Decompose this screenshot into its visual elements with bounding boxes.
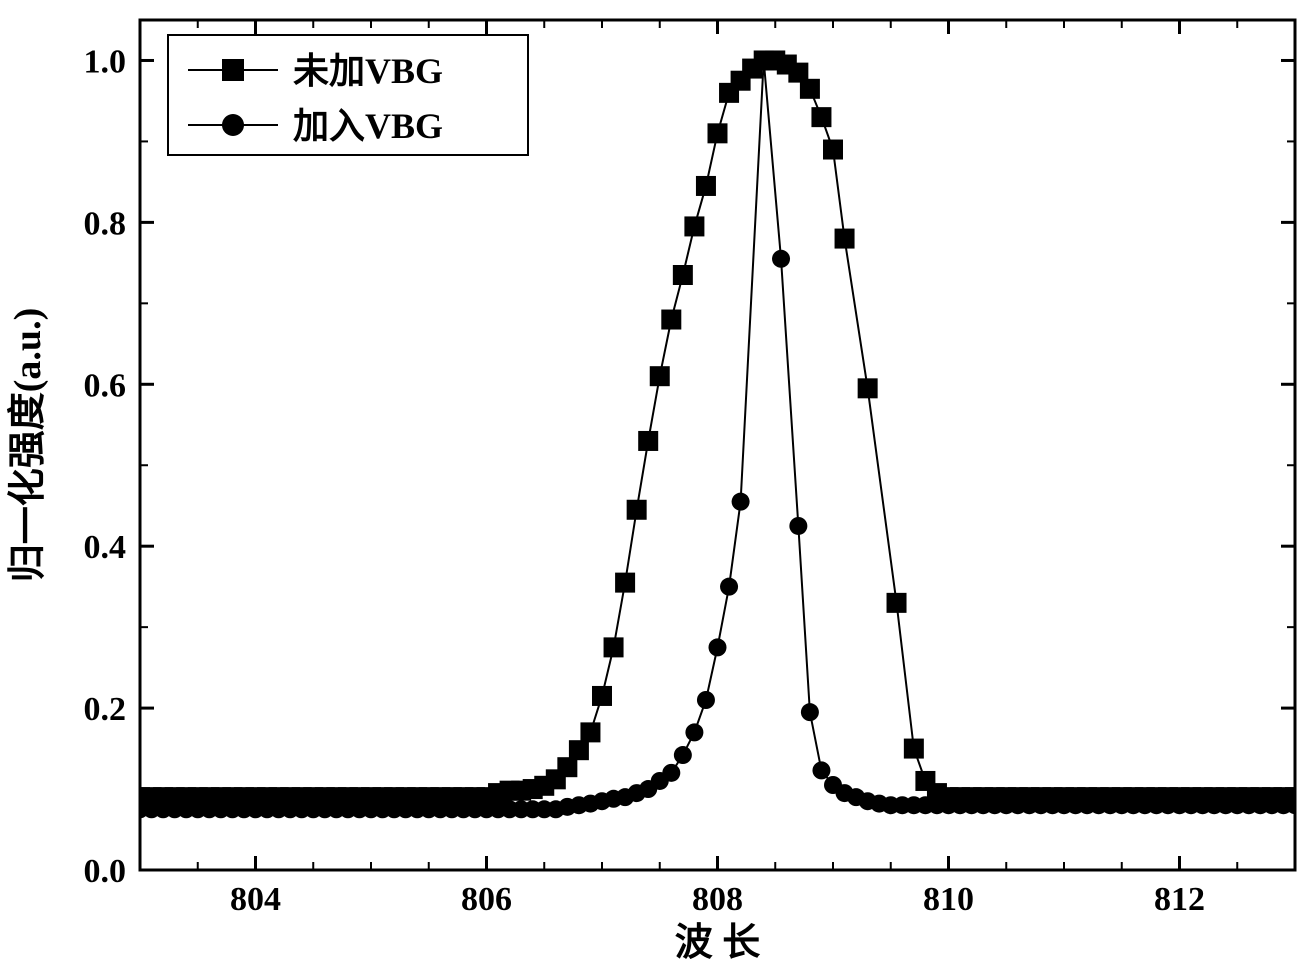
circle-marker xyxy=(789,517,807,535)
x-tick-label: 806 xyxy=(461,881,512,918)
x-tick-label: 812 xyxy=(1154,881,1205,918)
square-marker xyxy=(650,366,670,386)
y-tick-label: 0.4 xyxy=(84,529,127,566)
circle-marker xyxy=(697,691,715,709)
square-marker xyxy=(684,216,704,236)
chart-container: 804 806 808 810 812 波 长 0.0 0.2 0.4 0.6 0.8 1.0 归一化强… xyxy=(0,0,1311,966)
square-marker xyxy=(592,686,612,706)
square-marker xyxy=(580,722,600,742)
circle-marker xyxy=(812,761,830,779)
square-marker xyxy=(708,123,728,143)
circle-marker xyxy=(801,703,819,721)
legend-square-icon xyxy=(222,59,244,81)
circle-marker xyxy=(674,746,692,764)
square-marker xyxy=(887,593,907,613)
legend-label: 加入VBG xyxy=(293,106,443,146)
legend-label: 未加VBG xyxy=(293,51,443,91)
x-tick-label: 810 xyxy=(923,881,974,918)
circle-marker xyxy=(685,723,703,741)
x-tick-label: 808 xyxy=(692,881,743,918)
square-marker xyxy=(823,140,843,160)
circle-marker xyxy=(755,51,773,69)
y-tick-label: 0.6 xyxy=(84,367,127,404)
square-marker xyxy=(811,107,831,127)
circle-marker xyxy=(732,493,750,511)
x-tick-label: 804 xyxy=(230,881,281,918)
circle-marker xyxy=(720,578,738,596)
legend-circle-icon xyxy=(222,114,244,136)
y-tick-label: 1.0 xyxy=(84,43,127,80)
square-marker xyxy=(627,500,647,520)
y-axis-label: 归一化强度(a.u.) xyxy=(7,308,49,582)
x-axis-label: 波 长 xyxy=(675,922,761,964)
square-marker xyxy=(638,431,658,451)
square-marker xyxy=(858,378,878,398)
square-marker xyxy=(615,573,635,593)
legend: 未加VBG 加入VBG xyxy=(168,35,528,155)
square-marker xyxy=(696,176,716,196)
square-marker xyxy=(673,265,693,285)
circle-marker xyxy=(662,764,680,782)
square-marker xyxy=(800,79,820,99)
y-tick-label: 0.0 xyxy=(84,853,127,890)
square-marker xyxy=(569,740,589,760)
y-tick-label: 0.2 xyxy=(84,691,127,728)
circle-marker xyxy=(772,250,790,268)
y-tick-label: 0.8 xyxy=(84,205,127,242)
square-marker xyxy=(835,229,855,249)
chart-svg: 804 806 808 810 812 波 长 0.0 0.2 0.4 0.6 0.8 1.0 归一化强… xyxy=(0,0,1311,966)
square-marker xyxy=(604,637,624,657)
square-marker xyxy=(904,739,924,759)
circle-marker xyxy=(709,638,727,656)
square-marker xyxy=(661,310,681,330)
